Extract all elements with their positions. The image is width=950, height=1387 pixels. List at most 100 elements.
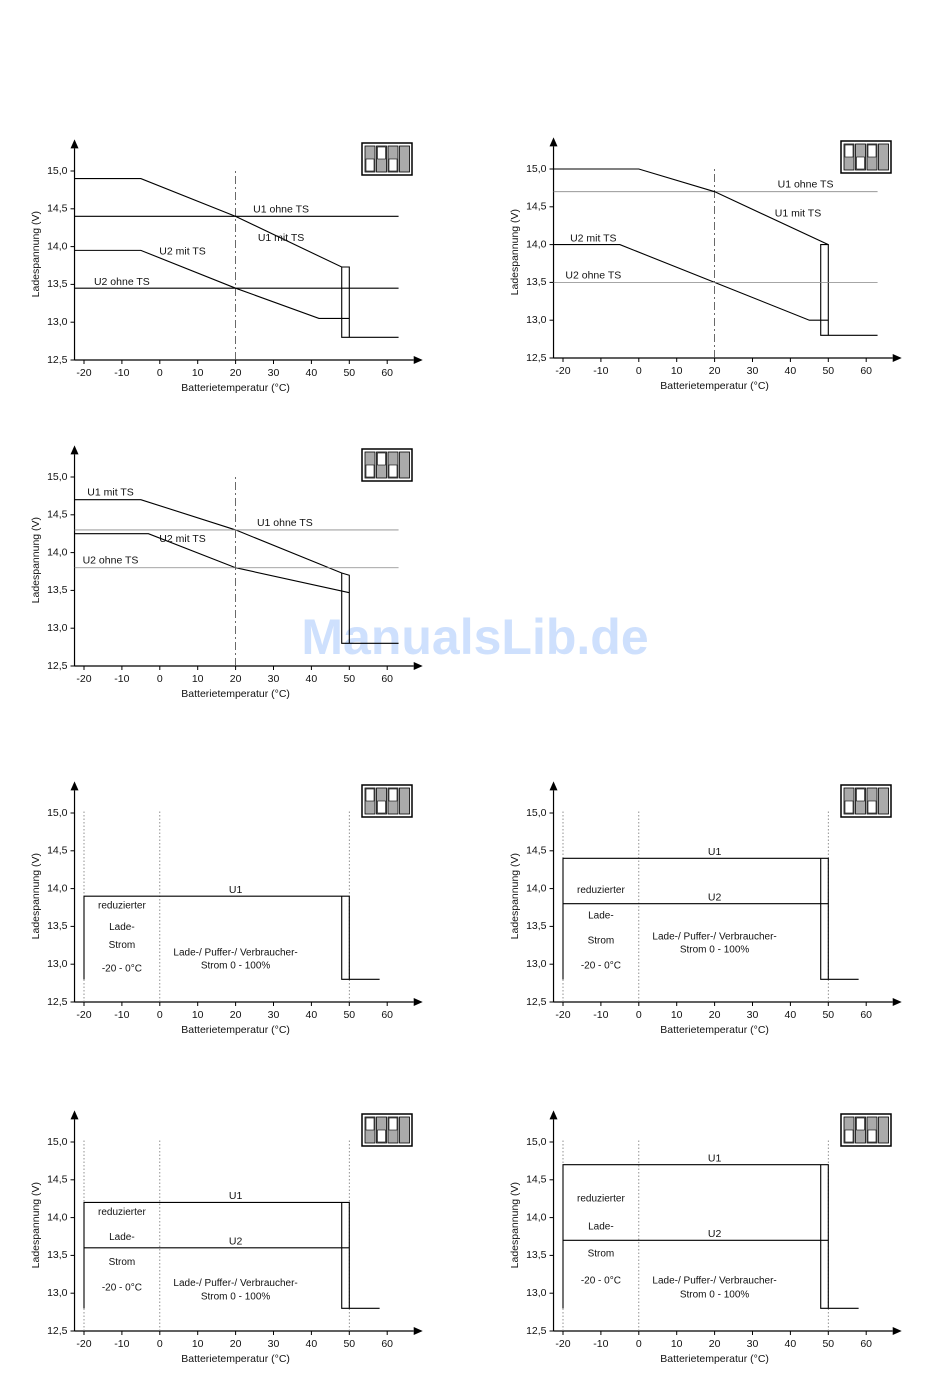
series-label: U2 mit TS <box>159 246 205 258</box>
x-tick-label: -10 <box>114 1338 129 1350</box>
y-tick-label: 13,0 <box>47 316 68 328</box>
series-label: U2 mit TS <box>159 533 205 545</box>
x-tick-label: 60 <box>381 673 393 685</box>
series-label: U1 <box>708 1152 722 1164</box>
y-tick-label: 13,5 <box>47 278 68 290</box>
x-tick-label: 0 <box>636 1338 642 1350</box>
series-label: U2 ohne TS <box>565 269 621 281</box>
annotation: -20 - 0°C <box>581 1276 621 1287</box>
y-axis-label: Ladespannung (V) <box>30 517 42 603</box>
y-tick-label: 14,5 <box>47 845 68 857</box>
annotation: reduzierter <box>577 1193 625 1204</box>
annotation: Lade- <box>588 910 614 921</box>
switch-knob <box>377 1129 386 1143</box>
x-tick-label: -10 <box>593 1009 608 1021</box>
x-tick-label: 60 <box>381 1009 393 1021</box>
x-tick-label: -20 <box>76 1338 91 1350</box>
x-tick-label: -20 <box>76 367 91 379</box>
annotation: Strom <box>588 1249 615 1260</box>
switch-knob <box>856 1117 865 1131</box>
x-axis-label: Batterietemperatur (°C) <box>181 688 290 700</box>
x-tick-label: 20 <box>230 673 242 685</box>
y-tick-label: 14,0 <box>526 238 547 250</box>
y-axis-arrow <box>70 1110 79 1120</box>
switch-knob <box>856 788 865 802</box>
series-label: U2 <box>708 891 722 903</box>
x-tick-label: 40 <box>306 1338 318 1350</box>
y-tick-label: 12,5 <box>47 660 68 672</box>
x-tick-label: 50 <box>343 673 355 685</box>
y-tick-label: 14,0 <box>47 882 68 894</box>
x-axis-arrow <box>892 354 902 362</box>
switch-slot <box>878 787 889 815</box>
switch-knob <box>856 156 865 170</box>
y-tick-label: 14,5 <box>47 509 68 521</box>
x-tick-label: 20 <box>709 365 721 377</box>
watermark: ManualsLib.de <box>301 609 648 665</box>
x-tick-label: 20 <box>230 367 242 379</box>
x-tick-label: 10 <box>192 367 204 379</box>
x-tick-label: 30 <box>268 1009 280 1021</box>
annotation: reduzierter <box>577 885 625 896</box>
annotation: Lade- <box>109 1232 135 1243</box>
y-tick-label: 12,5 <box>526 352 547 364</box>
x-axis-label: Batterietemperatur (°C) <box>181 1024 290 1036</box>
x-tick-label: 40 <box>306 367 318 379</box>
switch-knob <box>365 1117 375 1131</box>
y-tick-label: 13,5 <box>47 920 68 932</box>
y-tick-label: 13,0 <box>47 958 68 970</box>
annotation: Strom 0 - 100% <box>680 944 750 955</box>
series-line <box>553 168 878 336</box>
annotation: Lade-/ Puffer-/ Verbraucher- <box>173 948 297 959</box>
y-axis-arrow <box>70 781 79 791</box>
series-label: U1 ohne TS <box>253 203 309 215</box>
y-tick-label: 13,0 <box>47 1287 68 1299</box>
switch-slot <box>399 1116 410 1144</box>
y-axis-label: Ladespannung (V) <box>509 1182 521 1268</box>
x-tick-label: 0 <box>636 365 642 377</box>
switch-knob <box>388 158 398 172</box>
x-axis-arrow <box>413 998 423 1006</box>
series-label: U2 ohne TS <box>83 555 139 567</box>
y-axis-arrow <box>549 1110 558 1120</box>
switch-slot <box>399 451 410 479</box>
series-label: U1 ohne TS <box>257 517 313 529</box>
x-tick-label: 60 <box>860 1009 872 1021</box>
x-tick-label: -10 <box>114 1009 129 1021</box>
y-tick-label: 14,0 <box>526 882 547 894</box>
x-tick-label: 10 <box>671 1338 683 1350</box>
x-tick-label: 50 <box>822 1009 834 1021</box>
x-tick-label: -20 <box>76 1009 91 1021</box>
x-tick-label: 40 <box>306 1009 318 1021</box>
x-tick-label: 10 <box>192 1338 204 1350</box>
y-tick-label: 13,0 <box>526 314 547 326</box>
y-tick-label: 15,0 <box>47 471 68 483</box>
series-label: U2 ohne TS <box>94 276 150 288</box>
y-axis-label: Ladespannung (V) <box>509 209 521 295</box>
x-tick-label: -10 <box>593 365 608 377</box>
x-tick-label: 30 <box>268 367 280 379</box>
annotation: reduzierter <box>98 901 146 912</box>
annotation: Strom 0 - 100% <box>201 1292 271 1303</box>
x-tick-label: 60 <box>381 367 393 379</box>
y-tick-label: 15,0 <box>47 1136 68 1148</box>
annotation: Lade-/ Puffer-/ Verbraucher- <box>652 932 776 943</box>
x-tick-label: 40 <box>785 1009 797 1021</box>
switch-knob <box>388 1117 398 1131</box>
x-tick-label: 50 <box>343 1009 355 1021</box>
switch-knob <box>377 800 386 814</box>
switch-knob <box>365 158 375 172</box>
x-tick-label: 50 <box>822 365 834 377</box>
x-tick-label: 60 <box>860 1338 872 1350</box>
y-axis-arrow <box>549 137 558 147</box>
x-tick-label: -10 <box>593 1338 608 1350</box>
x-tick-label: 20 <box>230 1338 242 1350</box>
chart: -20 -10 0 10 20 30 40 50 60 12,5 13,0 13,5 14,0 14,5 1… <box>509 1110 902 1365</box>
y-tick-label: 13,0 <box>526 958 547 970</box>
series-label: U2 <box>229 1236 243 1248</box>
chart: -20 -10 0 10 20 30 40 50 60 12,5 13,0 13,5 14,0 14,5 1… <box>509 137 902 392</box>
y-tick-label: 14,0 <box>47 546 68 558</box>
y-tick-label: 12,5 <box>526 1325 547 1337</box>
switch-knob <box>867 144 877 158</box>
